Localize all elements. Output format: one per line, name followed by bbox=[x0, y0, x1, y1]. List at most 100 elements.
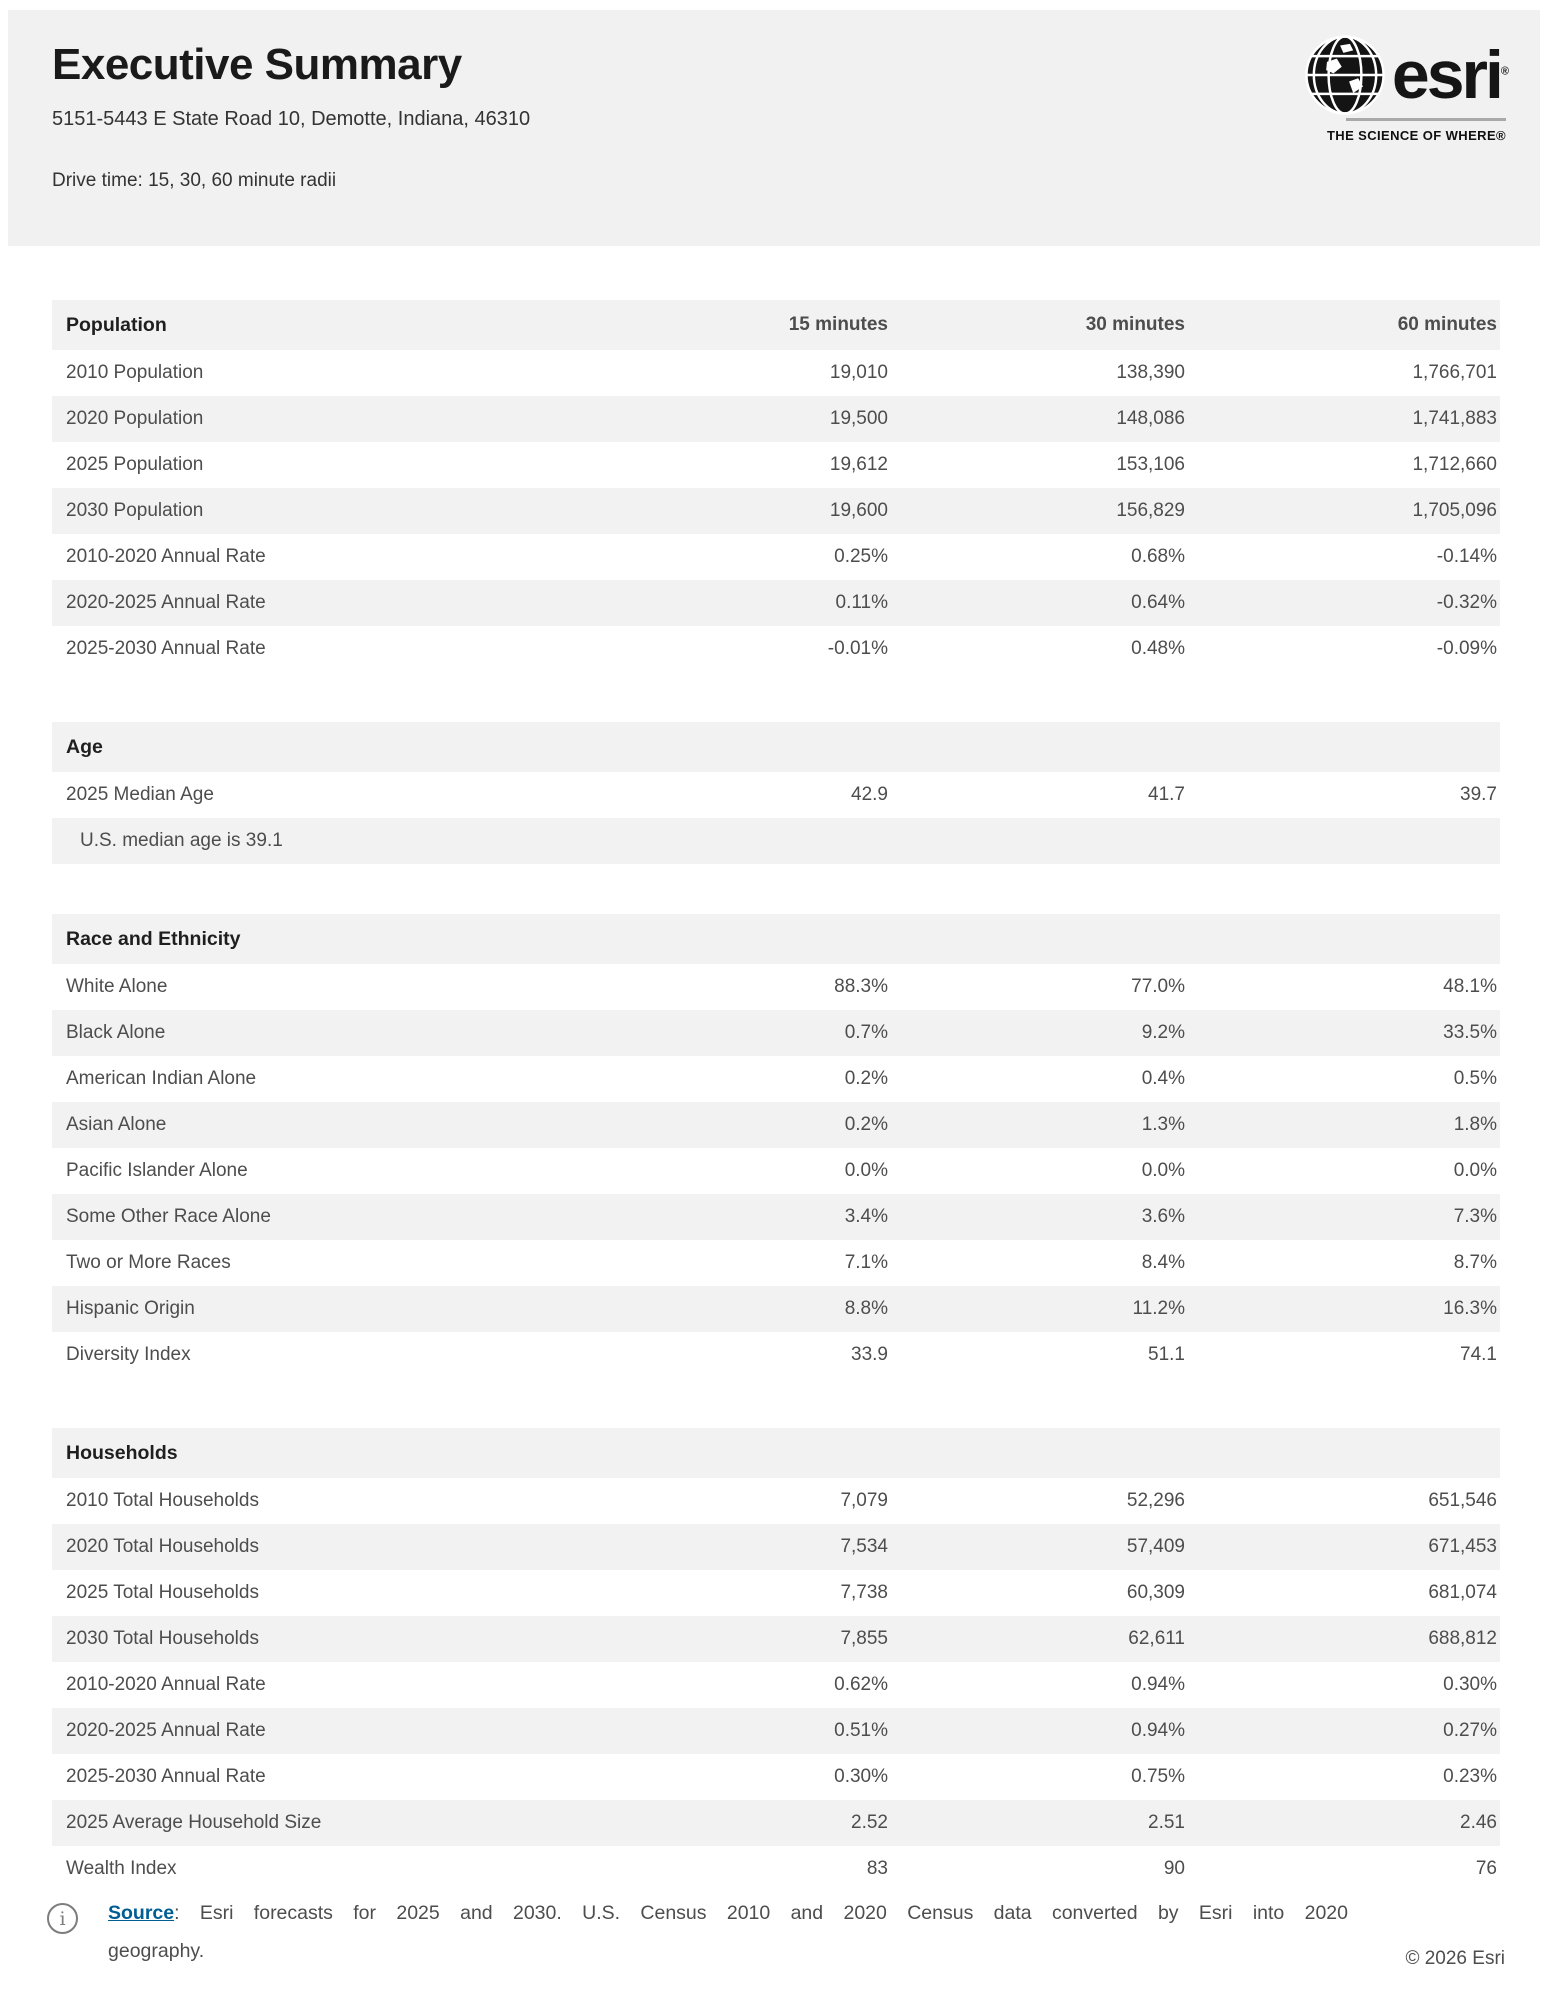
table-row: 2020 Total Households 7,534 57,409 671,453 bbox=[52, 1524, 1500, 1570]
section-header-households: Households bbox=[52, 1428, 1500, 1478]
esri-tagline: THE SCIENCE OF WHERE® bbox=[1326, 128, 1506, 143]
section-age: Age 2025 Median Age 42.9 41.7 39.7 U.S. media… bbox=[52, 722, 1500, 864]
row-label: Asian Alone bbox=[66, 1114, 167, 1135]
row-value: 7,079 bbox=[840, 1490, 888, 1511]
row-label: Pacific Islander Alone bbox=[66, 1160, 248, 1181]
section-title: Population bbox=[66, 313, 167, 336]
row-value: 60,309 bbox=[1126, 1582, 1185, 1603]
row-label: 2025-2030 Annual Rate bbox=[66, 638, 266, 659]
row-value: 19,010 bbox=[829, 362, 888, 383]
info-icon: i bbox=[47, 1903, 78, 1934]
row-value: 0.2% bbox=[844, 1114, 888, 1135]
row-value: -0.09% bbox=[1436, 638, 1497, 659]
row-label: Diversity Index bbox=[66, 1344, 191, 1365]
row-label: 2010 Total Households bbox=[66, 1490, 259, 1511]
table-row: 2025 Population 19,612 153,106 1,712,660 bbox=[52, 442, 1500, 488]
row-value: 0.62% bbox=[834, 1674, 888, 1695]
table-row: 2010 Population 19,010 138,390 1,766,701 bbox=[52, 350, 1500, 396]
table-row: Black Alone 0.7% 9.2% 33.5% bbox=[52, 1010, 1500, 1056]
row-value: 74.1 bbox=[1460, 1344, 1497, 1365]
page-title: Executive Summary bbox=[52, 40, 462, 89]
section-households: Households 2010 Total Households 7,079 52,2… bbox=[52, 1428, 1500, 1892]
row-value: 0.23% bbox=[1443, 1766, 1497, 1787]
table-row: 2025 Average Household Size 2.52 2.51 2.46 bbox=[52, 1800, 1500, 1846]
row-value: 76 bbox=[1475, 1858, 1497, 1879]
row-value: 0.51% bbox=[834, 1720, 888, 1741]
table-row: 2025-2030 Annual Rate -0.01% 0.48% -0.09% bbox=[52, 626, 1500, 672]
copyright: © 2026 Esri bbox=[1405, 1948, 1505, 1969]
row-value: 0.0% bbox=[1453, 1160, 1497, 1181]
row-value: 0.94% bbox=[1131, 1720, 1185, 1741]
row-value: 1,705,096 bbox=[1412, 500, 1497, 521]
row-label: 2025 Total Households bbox=[66, 1582, 259, 1603]
summary-table: Population 15 minutes 30 minutes 60 minutes… bbox=[52, 300, 1500, 1892]
table-row: 2020-2025 Annual Rate 0.11% 0.64% -0.32% bbox=[52, 580, 1500, 626]
row-value: 33.9 bbox=[851, 1344, 888, 1365]
row-value: 0.68% bbox=[1131, 546, 1185, 567]
source-link[interactable]: Source bbox=[108, 1902, 175, 1924]
row-value: 0.0% bbox=[844, 1160, 888, 1181]
row-value: 0.27% bbox=[1443, 1720, 1497, 1741]
globe-icon bbox=[1305, 35, 1385, 115]
row-value: 88.3% bbox=[834, 976, 888, 997]
report-address: 5151-5443 E State Road 10, Demotte, Indi… bbox=[52, 108, 531, 130]
row-value: 57,409 bbox=[1126, 1536, 1185, 1557]
row-value: 0.11% bbox=[835, 592, 888, 613]
table-row: 2025 Median Age 42.9 41.7 39.7 bbox=[52, 772, 1500, 818]
column-header-60-minutes: 60 minutes bbox=[1397, 314, 1497, 335]
row-value: 16.3% bbox=[1443, 1298, 1497, 1319]
table-row: 2030 Total Households 7,855 62,611 688,812 bbox=[52, 1616, 1500, 1662]
row-label: Two or More Races bbox=[66, 1252, 231, 1273]
table-row: Wealth Index 83 90 76 bbox=[52, 1846, 1500, 1892]
row-label: Wealth Index bbox=[66, 1858, 177, 1879]
drive-time-subtitle: Drive time: 15, 30, 60 minute radii bbox=[52, 170, 337, 191]
row-label: 2025-2030 Annual Rate bbox=[66, 1766, 266, 1787]
table-row: 2025 Total Households 7,738 60,309 681,074 bbox=[52, 1570, 1500, 1616]
row-value: 19,612 bbox=[829, 454, 888, 475]
row-value: 7.1% bbox=[844, 1252, 888, 1273]
table-row: Some Other Race Alone 3.4% 3.6% 7.3% bbox=[52, 1194, 1500, 1240]
row-value: 0.30% bbox=[1443, 1674, 1497, 1695]
table-row: 2025-2030 Annual Rate 0.30% 0.75% 0.23% bbox=[52, 1754, 1500, 1800]
row-value: 2.46 bbox=[1460, 1812, 1497, 1833]
note-label: U.S. median age is 39.1 bbox=[80, 830, 283, 851]
row-value: -0.01% bbox=[827, 638, 888, 659]
table-row: White Alone 88.3% 77.0% 48.1% bbox=[52, 964, 1500, 1010]
row-value: 33.5% bbox=[1443, 1022, 1497, 1043]
table-row: American Indian Alone 0.2% 0.4% 0.5% bbox=[52, 1056, 1500, 1102]
row-label: Hispanic Origin bbox=[66, 1298, 195, 1319]
row-value: 0.94% bbox=[1131, 1674, 1185, 1695]
section-title: Age bbox=[66, 735, 103, 758]
row-value: -0.14% bbox=[1436, 546, 1497, 567]
row-value: 7,534 bbox=[840, 1536, 888, 1557]
row-value: 0.48% bbox=[1131, 638, 1185, 659]
row-value: 2.52 bbox=[851, 1812, 888, 1833]
row-label: 2010 Population bbox=[66, 362, 204, 383]
row-label: 2030 Total Households bbox=[66, 1628, 259, 1649]
row-value: 0.5% bbox=[1453, 1068, 1497, 1089]
row-value: 148,086 bbox=[1116, 408, 1185, 429]
row-value: 0.30% bbox=[834, 1766, 888, 1787]
source-line-2: geography. bbox=[108, 1940, 205, 1963]
row-value: 0.64% bbox=[1131, 592, 1185, 613]
row-value: 1,766,701 bbox=[1412, 362, 1497, 383]
row-value: 90 bbox=[1163, 1858, 1185, 1879]
row-label: Black Alone bbox=[66, 1022, 166, 1043]
row-value: 0.4% bbox=[1141, 1068, 1185, 1089]
row-value: 7,855 bbox=[840, 1628, 888, 1649]
row-value: 19,500 bbox=[829, 408, 888, 429]
row-value: 0.7% bbox=[844, 1022, 888, 1043]
esri-logo-top: esri® bbox=[1254, 34, 1509, 116]
row-value: 3.4% bbox=[844, 1206, 888, 1227]
section-header-population: Population 15 minutes 30 minutes 60 minutes bbox=[52, 300, 1500, 350]
row-value: 0.0% bbox=[1141, 1160, 1185, 1181]
esri-logo: esri® THE SCIENCE OF WHERE® bbox=[1254, 34, 1509, 143]
table-row: 2010-2020 Annual Rate 0.62% 0.94% 0.30% bbox=[52, 1662, 1500, 1708]
row-value: 8.4% bbox=[1141, 1252, 1185, 1273]
table-row: 2020-2025 Annual Rate 0.51% 0.94% 0.27% bbox=[52, 1708, 1500, 1754]
row-value: 2.51 bbox=[1148, 1812, 1185, 1833]
row-label: 2020-2025 Annual Rate bbox=[66, 1720, 266, 1741]
row-label: 2020 Population bbox=[66, 408, 204, 429]
row-label: American Indian Alone bbox=[66, 1068, 257, 1089]
row-value: 7,738 bbox=[840, 1582, 888, 1603]
